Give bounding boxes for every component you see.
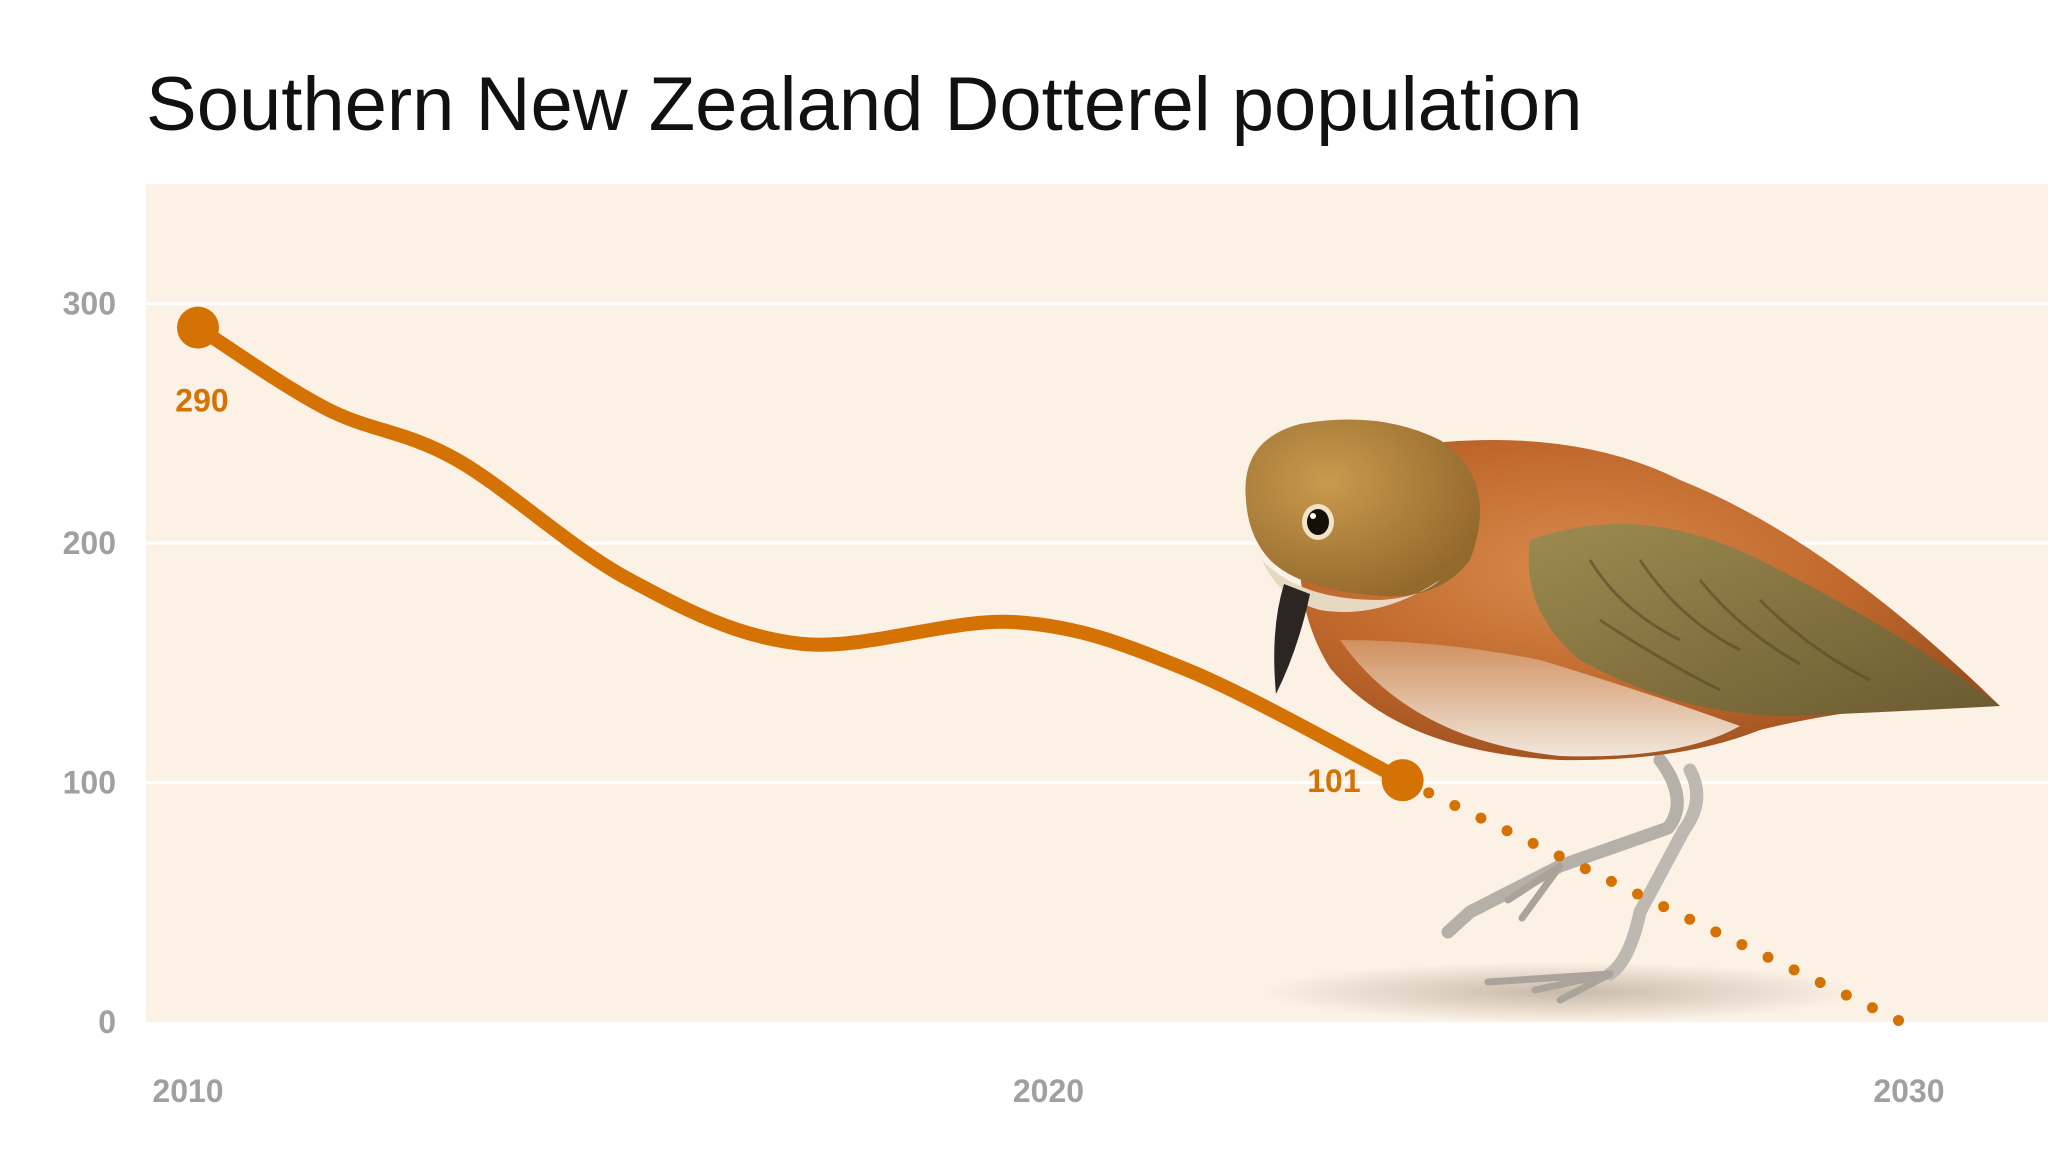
y-tick-label: 200 — [63, 525, 116, 561]
data-label: 290 — [175, 383, 228, 419]
x-tick-label: 2030 — [1873, 1073, 1944, 1109]
y-tick-label: 0 — [98, 1004, 116, 1040]
data-labels: 290 101 — [175, 383, 1360, 800]
chart-title: Southern New Zealand Dotterel population — [146, 62, 1582, 147]
data-label: 101 — [1307, 763, 1360, 799]
y-tick-label: 100 — [63, 765, 116, 801]
x-axis-ticks: 2010 2020 2030 — [152, 1073, 1944, 1109]
x-tick-label: 2020 — [1013, 1073, 1084, 1109]
data-series — [177, 306, 1908, 1028]
y-axis-ticks: 0 100 200 300 — [63, 286, 116, 1040]
new-zealand-dotterel-bird-icon — [1245, 419, 2000, 1022]
projection-line — [1397, 774, 1908, 1028]
data-point-marker — [1381, 759, 1424, 802]
series-line — [191, 320, 1410, 788]
data-point-marker — [177, 306, 219, 349]
x-tick-label: 2010 — [152, 1073, 223, 1109]
y-tick-label: 300 — [63, 286, 116, 322]
